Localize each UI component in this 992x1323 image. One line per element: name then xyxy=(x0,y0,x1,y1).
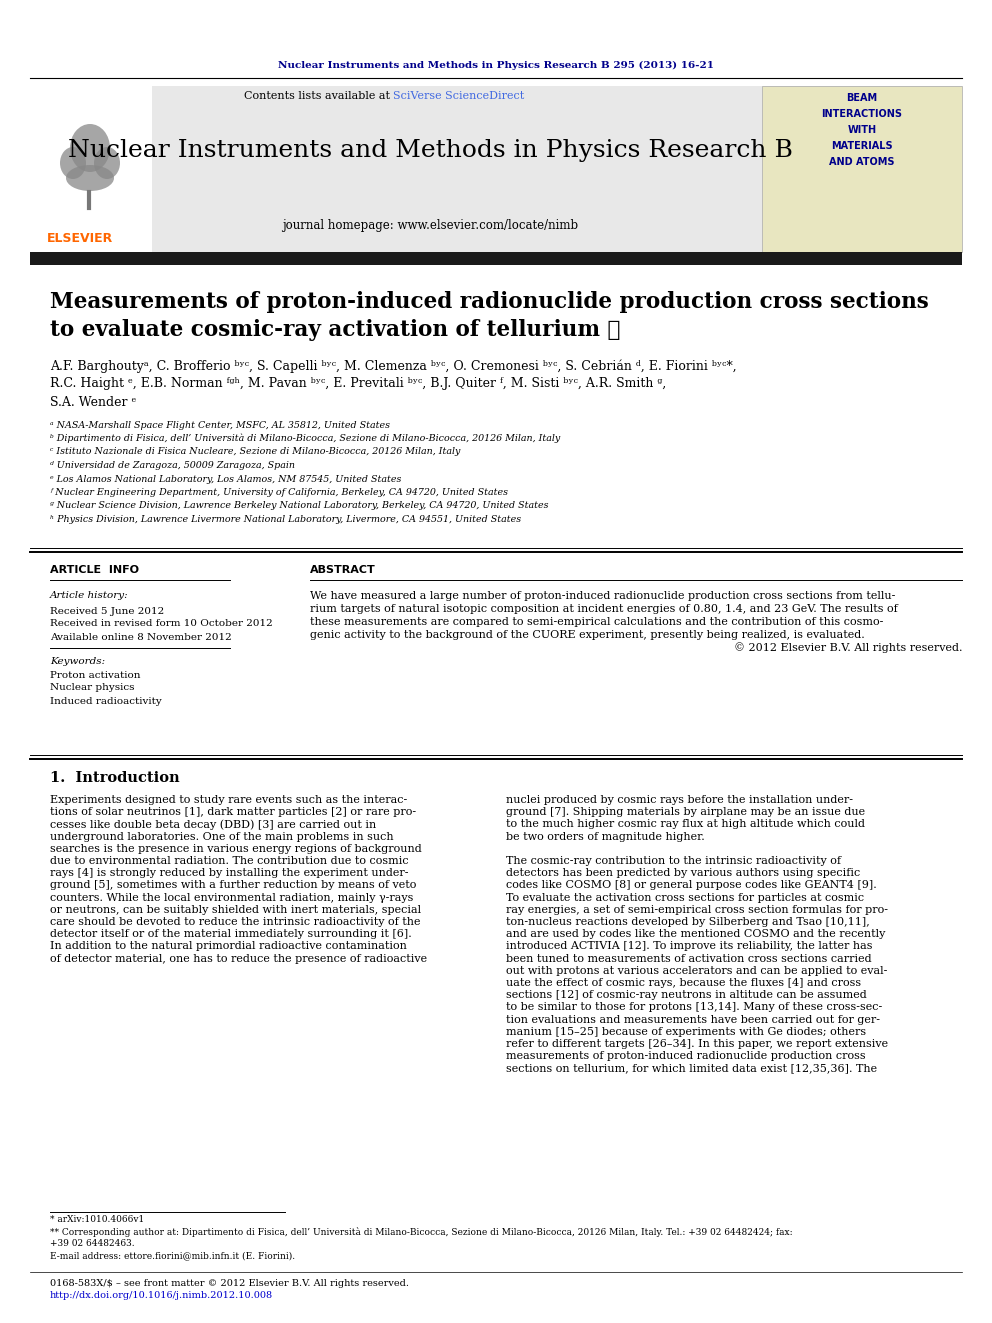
Ellipse shape xyxy=(94,147,120,179)
Text: Keywords:: Keywords: xyxy=(50,658,105,667)
Text: To evaluate the activation cross sections for particles at cosmic: To evaluate the activation cross section… xyxy=(506,893,864,902)
Text: ᵃ NASA-Marshall Space Flight Center, MSFC, AL 35812, United States: ᵃ NASA-Marshall Space Flight Center, MSF… xyxy=(50,421,390,430)
Text: out with protons at various accelerators and can be applied to eval-: out with protons at various accelerators… xyxy=(506,966,888,976)
Text: to be similar to those for protons [13,14]. Many of these cross-sec-: to be similar to those for protons [13,1… xyxy=(506,1003,882,1012)
Bar xyxy=(30,86,962,251)
Text: cesses like double beta decay (DBD) [3] are carried out in: cesses like double beta decay (DBD) [3] … xyxy=(50,819,376,830)
Text: rium targets of natural isotopic composition at incident energies of 0.80, 1.4, : rium targets of natural isotopic composi… xyxy=(310,605,898,614)
Text: ʰ Physics Division, Lawrence Livermore National Laboratory, Livermore, CA 94551,: ʰ Physics Division, Lawrence Livermore N… xyxy=(50,515,521,524)
Text: introduced ACTIVIA [12]. To improve its reliability, the latter has: introduced ACTIVIA [12]. To improve its … xyxy=(506,942,873,951)
Text: MATERIALS: MATERIALS xyxy=(831,142,893,151)
Text: Received in revised form 10 October 2012: Received in revised form 10 October 2012 xyxy=(50,619,273,628)
Text: to evaluate cosmic-ray activation of tellurium ☆: to evaluate cosmic-ray activation of tel… xyxy=(50,319,620,341)
Text: Contents lists available at: Contents lists available at xyxy=(243,91,393,101)
Text: ARTICLE  INFO: ARTICLE INFO xyxy=(50,565,139,576)
Text: ᶜ Istituto Nazionale di Fisica Nucleare, Sezione di Milano-Bicocca, 20126 Milan,: ᶜ Istituto Nazionale di Fisica Nucleare,… xyxy=(50,447,460,456)
Text: In addition to the natural primordial radioactive contamination: In addition to the natural primordial ra… xyxy=(50,942,407,951)
Text: ᵍ Nuclear Science Division, Lawrence Berkeley National Laboratory, Berkeley, CA : ᵍ Nuclear Science Division, Lawrence Ber… xyxy=(50,501,549,511)
Text: counters. While the local environmental radiation, mainly γ-rays: counters. While the local environmental … xyxy=(50,893,414,902)
Text: rays [4] is strongly reduced by installing the experiment under-: rays [4] is strongly reduced by installi… xyxy=(50,868,409,878)
Text: SciVerse ScienceDirect: SciVerse ScienceDirect xyxy=(393,91,524,101)
Text: Nuclear Instruments and Methods in Physics Research B 295 (2013) 16-21: Nuclear Instruments and Methods in Physi… xyxy=(278,61,714,70)
Text: AND ATOMS: AND ATOMS xyxy=(829,157,895,167)
Ellipse shape xyxy=(60,147,86,179)
Text: Available online 8 November 2012: Available online 8 November 2012 xyxy=(50,632,232,642)
Text: Nuclear Instruments and Methods in Physics Research B: Nuclear Instruments and Methods in Physi… xyxy=(67,139,793,161)
Text: underground laboratories. One of the main problems in such: underground laboratories. One of the mai… xyxy=(50,832,394,841)
Text: Proton activation: Proton activation xyxy=(50,671,141,680)
Text: refer to different targets [26–34]. In this paper, we report extensive: refer to different targets [26–34]. In t… xyxy=(506,1039,888,1049)
Text: nuclei produced by cosmic rays before the installation under-: nuclei produced by cosmic rays before th… xyxy=(506,795,853,804)
Text: and are used by codes like the mentioned COSMO and the recently: and are used by codes like the mentioned… xyxy=(506,929,886,939)
Text: ground [7]. Shipping materials by airplane may be an issue due: ground [7]. Shipping materials by airpla… xyxy=(506,807,865,818)
Ellipse shape xyxy=(70,124,110,172)
Text: E-mail address: ettore.fiorini@mib.infn.it (E. Fiorini).: E-mail address: ettore.fiorini@mib.infn.… xyxy=(50,1252,296,1261)
Text: of detector material, one has to reduce the presence of radioactive: of detector material, one has to reduce … xyxy=(50,954,428,963)
Text: Experiments designed to study rare events such as the interac-: Experiments designed to study rare event… xyxy=(50,795,408,804)
Text: © 2012 Elsevier B.V. All rights reserved.: © 2012 Elsevier B.V. All rights reserved… xyxy=(733,643,962,654)
Text: ᶠ Nuclear Engineering Department, University of California, Berkeley, CA 94720, : ᶠ Nuclear Engineering Department, Univer… xyxy=(50,488,508,497)
Text: ABSTRACT: ABSTRACT xyxy=(310,565,376,576)
Text: ᵇ Dipartimento di Fisica, dell’ Università di Milano-Bicocca, Sezione di Milano-: ᵇ Dipartimento di Fisica, dell’ Universi… xyxy=(50,434,560,443)
Text: S.A. Wender ᵉ: S.A. Wender ᵉ xyxy=(50,396,136,409)
Text: A.F. Barghoutyᵃ, C. Brofferio ᵇʸᶜ, S. Capelli ᵇʸᶜ, M. Clemenza ᵇʸᶜ, O. Cremonesi: A.F. Barghoutyᵃ, C. Brofferio ᵇʸᶜ, S. Ca… xyxy=(50,360,737,373)
Text: care should be devoted to reduce the intrinsic radioactivity of the: care should be devoted to reduce the int… xyxy=(50,917,421,927)
Text: Article history:: Article history: xyxy=(50,591,129,601)
Text: * arXiv:1010.4066v1: * arXiv:1010.4066v1 xyxy=(50,1216,144,1225)
Ellipse shape xyxy=(66,165,114,191)
Text: be two orders of magnitude higher.: be two orders of magnitude higher. xyxy=(506,832,704,841)
Text: ground [5], sometimes with a further reduction by means of veto: ground [5], sometimes with a further red… xyxy=(50,880,417,890)
Text: codes like COSMO [8] or general purpose codes like GEANT4 [9].: codes like COSMO [8] or general purpose … xyxy=(506,880,877,890)
Text: Nuclear physics: Nuclear physics xyxy=(50,684,135,692)
Text: these measurements are compared to semi-empirical calculations and the contribut: these measurements are compared to semi-… xyxy=(310,617,883,627)
Text: tions of solar neutrinos [1], dark matter particles [2] or rare pro-: tions of solar neutrinos [1], dark matte… xyxy=(50,807,416,818)
Text: Induced radioactivity: Induced radioactivity xyxy=(50,696,162,705)
Text: 1.  Introduction: 1. Introduction xyxy=(50,771,180,785)
Text: manium [15–25] because of experiments with Ge diodes; others: manium [15–25] because of experiments wi… xyxy=(506,1027,866,1037)
Text: detectors has been predicted by various authors using specific: detectors has been predicted by various … xyxy=(506,868,860,878)
Text: measurements of proton-induced radionuclide production cross: measurements of proton-induced radionucl… xyxy=(506,1052,866,1061)
Bar xyxy=(30,86,152,251)
Text: +39 02 64482463.: +39 02 64482463. xyxy=(50,1240,135,1249)
Text: WITH: WITH xyxy=(847,124,877,135)
Text: 0168-583X/$ – see front matter © 2012 Elsevier B.V. All rights reserved.: 0168-583X/$ – see front matter © 2012 El… xyxy=(50,1278,409,1287)
Bar xyxy=(762,86,962,251)
Text: BEAM: BEAM xyxy=(846,93,878,103)
Text: ton-nucleus reactions developed by Silberberg and Tsao [10,11],: ton-nucleus reactions developed by Silbe… xyxy=(506,917,870,927)
Text: ELSEVIER: ELSEVIER xyxy=(47,232,113,245)
Text: searches is the presence in various energy regions of background: searches is the presence in various ener… xyxy=(50,844,422,853)
Text: http://dx.doi.org/10.1016/j.nimb.2012.10.008: http://dx.doi.org/10.1016/j.nimb.2012.10… xyxy=(50,1291,273,1301)
Text: tion evaluations and measurements have been carried out for ger-: tion evaluations and measurements have b… xyxy=(506,1015,880,1024)
Text: been tuned to measurements of activation cross sections carried: been tuned to measurements of activation… xyxy=(506,954,872,963)
Text: journal homepage: www.elsevier.com/locate/nimb: journal homepage: www.elsevier.com/locat… xyxy=(282,220,578,233)
Text: The cosmic-ray contribution to the intrinsic radioactivity of: The cosmic-ray contribution to the intri… xyxy=(506,856,841,867)
Text: R.C. Haight ᵉ, E.B. Norman ᶠᵍʰ, M. Pavan ᵇʸᶜ, E. Previtali ᵇʸᶜ, B.J. Quiter ᶠ, M: R.C. Haight ᵉ, E.B. Norman ᶠᵍʰ, M. Pavan… xyxy=(50,377,667,390)
Text: INTERACTIONS: INTERACTIONS xyxy=(821,108,903,119)
Text: sections [12] of cosmic-ray neutrons in altitude can be assumed: sections [12] of cosmic-ray neutrons in … xyxy=(506,990,867,1000)
Text: or neutrons, can be suitably shielded with inert materials, special: or neutrons, can be suitably shielded wi… xyxy=(50,905,422,914)
Text: ᵉ Los Alamos National Laboratory, Los Alamos, NM 87545, United States: ᵉ Los Alamos National Laboratory, Los Al… xyxy=(50,475,402,483)
Bar xyxy=(30,251,962,265)
Text: ᵈ Universidad de Zaragoza, 50009 Zaragoza, Spain: ᵈ Universidad de Zaragoza, 50009 Zaragoz… xyxy=(50,460,295,470)
Text: to the much higher cosmic ray flux at high altitude which could: to the much higher cosmic ray flux at hi… xyxy=(506,819,865,830)
Text: detector itself or of the material immediately surrounding it [6].: detector itself or of the material immed… xyxy=(50,929,412,939)
Text: genic activity to the background of the CUORE experiment, presently being realiz: genic activity to the background of the … xyxy=(310,630,865,640)
Text: Received 5 June 2012: Received 5 June 2012 xyxy=(50,606,165,615)
Text: ** Corresponding author at: Dipartimento di Fisica, dell’ Università di Milano-B: ** Corresponding author at: Dipartimento… xyxy=(50,1226,793,1237)
Text: uate the effect of cosmic rays, because the fluxes [4] and cross: uate the effect of cosmic rays, because … xyxy=(506,978,861,988)
Text: ray energies, a set of semi-empirical cross section formulas for pro-: ray energies, a set of semi-empirical cr… xyxy=(506,905,888,914)
Text: due to environmental radiation. The contribution due to cosmic: due to environmental radiation. The cont… xyxy=(50,856,409,867)
Text: We have measured a large number of proton-induced radionuclide production cross : We have measured a large number of proto… xyxy=(310,591,896,601)
Text: sections on tellurium, for which limited data exist [12,35,36]. The: sections on tellurium, for which limited… xyxy=(506,1064,877,1073)
Text: Measurements of proton-induced radionuclide production cross sections: Measurements of proton-induced radionucl… xyxy=(50,291,929,314)
